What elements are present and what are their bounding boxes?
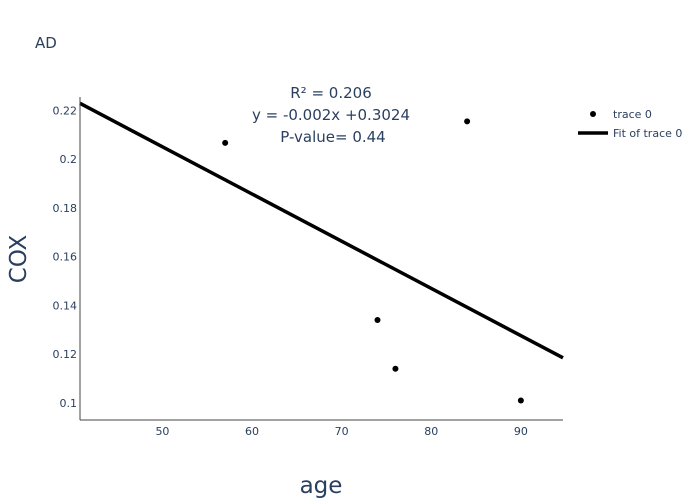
legend-item-trace-0[interactable]: trace 0 — [590, 108, 652, 121]
y-tick-label: 0.18 — [53, 202, 78, 215]
x-tick-label: 60 — [245, 425, 259, 438]
data-point[interactable] — [464, 118, 471, 125]
data-point[interactable] — [392, 365, 399, 372]
fit-line — [79, 101, 564, 360]
y-tick-label: 0.2 — [60, 153, 78, 166]
x-tick-label: 90 — [514, 425, 528, 438]
y-axis-title: COX — [6, 235, 32, 284]
legend-label-fit: Fit of trace 0 — [613, 127, 682, 140]
legend: trace 0 Fit of trace 0 — [578, 108, 682, 140]
data-point[interactable] — [517, 397, 524, 404]
x-axis-title: age — [300, 473, 343, 499]
y-tick-label: 0.22 — [53, 104, 78, 117]
y-tick-label: 0.14 — [53, 299, 78, 312]
x-tick-label: 50 — [155, 425, 169, 438]
chart-title: AD — [35, 34, 57, 52]
legend-label-trace-0: trace 0 — [613, 108, 652, 121]
data-point[interactable] — [374, 317, 381, 324]
plot-area — [79, 101, 564, 404]
fit-annotation: R² = 0.206 y = -0.002x +0.3024 P-value= … — [252, 84, 410, 146]
y-tick-label: 0.1 — [60, 397, 78, 410]
x-tick-label: 80 — [424, 425, 438, 438]
legend-marker-trace-0 — [590, 111, 596, 117]
legend-item-fit[interactable]: Fit of trace 0 — [578, 127, 682, 140]
x-tick-label: 70 — [335, 425, 349, 438]
data-point[interactable] — [222, 139, 229, 146]
x-ticks: 50 60 70 80 90 — [155, 425, 527, 438]
y-tick-label: 0.16 — [53, 251, 78, 264]
r-squared-label: R² = 0.206 — [290, 84, 371, 102]
p-value-label: P-value= 0.44 — [280, 128, 385, 146]
equation-label: y = -0.002x +0.3024 — [252, 106, 410, 124]
y-ticks: 0.1 0.12 0.14 0.16 0.18 0.2 0.22 — [53, 104, 78, 410]
y-tick-label: 0.12 — [53, 348, 78, 361]
